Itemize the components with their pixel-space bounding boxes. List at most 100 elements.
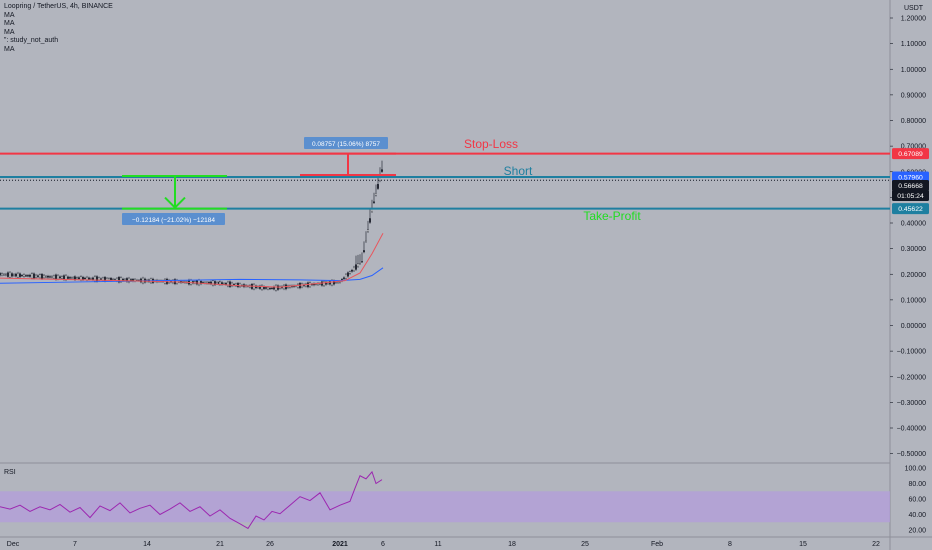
stop-measure-box (304, 137, 388, 149)
price-axis[interactable]: USDT 1.20000 1.10000 1.00000 0.90000 0.80000 0… (890, 5, 926, 458)
candle-body (361, 261, 363, 263)
price-tick-label: −0.10000 (897, 349, 926, 356)
time-axis-label: 15 (799, 541, 807, 548)
price-tick-label: 1.00000 (901, 67, 926, 74)
candle-body (63, 275, 65, 280)
indicator-ma-1[interactable]: MA (4, 11, 15, 19)
candle-body (112, 279, 114, 281)
candle-body (128, 277, 130, 283)
candle-body (225, 283, 227, 285)
candle-body (347, 272, 349, 277)
moving-average-blue (0, 267, 384, 284)
candle-body (51, 276, 53, 278)
stop-loss-price-tag-bg (892, 148, 929, 160)
candle-body (39, 274, 41, 278)
candle-body (15, 273, 17, 277)
price-tick-label: −0.50000 (897, 451, 926, 458)
entry-price-tag-bg (892, 171, 929, 183)
candle-body (57, 275, 59, 280)
candle-body (227, 281, 229, 287)
candle-body (61, 276, 63, 279)
countdown-tag: 01:05:24 (892, 189, 929, 201)
candle-body (229, 281, 231, 287)
candle-body (265, 287, 267, 289)
candle-body (94, 276, 96, 282)
time-axis-label: Dec (7, 541, 20, 548)
time-axis-label: 21 (216, 541, 224, 548)
moving-average-red (0, 233, 384, 288)
candle-body (315, 283, 317, 286)
candle-body (325, 281, 327, 285)
short-label[interactable]: Short (504, 164, 533, 178)
candle-body (214, 281, 216, 285)
candle-body (45, 276, 47, 278)
candle-body (84, 277, 86, 280)
price-tick-label: 1.20000 (901, 16, 926, 23)
candle-body (55, 274, 57, 280)
take-profit-price-tag-text: 0.45622 (898, 206, 923, 213)
candle-body (25, 275, 27, 277)
candle-body (11, 273, 13, 277)
indicator-ma-4[interactable]: MA (4, 45, 15, 53)
indicator-ma-3[interactable]: MA (4, 28, 15, 36)
candle-body (359, 263, 361, 265)
candle-body (345, 274, 347, 279)
candle-body (200, 281, 202, 284)
candle-body (17, 272, 19, 278)
stop-measure-text: 0.08757 (15.06%) 8757 (312, 141, 380, 148)
rsi-tick-label: 60.00 (908, 497, 926, 504)
rsi-line (0, 470, 383, 530)
entry-price-tag: 0.57960 (892, 171, 929, 183)
symbol-title[interactable]: Loopring / TetherUS, 4h, BINANCE (4, 3, 113, 10)
candle-body (37, 275, 39, 277)
candle-body (71, 277, 73, 279)
time-axis-label: Feb (651, 541, 663, 548)
candle-body (69, 277, 71, 279)
rsi-label[interactable]: RSI (4, 469, 16, 476)
currency-label: USDT (904, 5, 924, 12)
candle-body (100, 278, 102, 280)
take-profit-price-tag-bg (892, 203, 929, 215)
candle-body (19, 273, 21, 277)
candle-body (231, 282, 233, 287)
time-axis-label: 8 (728, 541, 732, 548)
candle-body (43, 275, 45, 278)
candle-body (27, 275, 29, 277)
price-tick-label: 0.70000 (901, 144, 926, 151)
candle-body (277, 285, 279, 290)
candle-body (5, 273, 7, 276)
profit-measure-box (122, 213, 225, 225)
candle-body (98, 277, 100, 281)
candle-body (29, 274, 31, 277)
candle-body (140, 278, 142, 283)
candle-body (216, 282, 218, 284)
time-axis-label: 22 (872, 541, 880, 548)
take-profit-label[interactable]: Take-Profit (583, 209, 641, 223)
rsi-tick-label: 100.00 (905, 466, 927, 473)
candle-body (21, 275, 23, 277)
time-axis-label: 11 (434, 541, 441, 548)
candle-body (323, 281, 325, 286)
time-axis-label: 26 (266, 541, 274, 548)
candle-body (3, 274, 5, 276)
candle-body (59, 276, 61, 279)
time-axis-label: 14 (143, 541, 151, 548)
take-profit-price-tag: 0.45622 (892, 203, 929, 215)
price-tick-label: 0.80000 (901, 118, 926, 125)
price-tick-label: 0.10000 (901, 297, 926, 304)
candle-body (118, 277, 120, 283)
indicator-ma-2[interactable]: MA (4, 20, 15, 27)
rsi-tick-label: 40.00 (908, 512, 926, 519)
candle-body (355, 264, 357, 270)
candle-body (104, 277, 106, 282)
chart-legend: Loopring / TetherUS, 4h, BINANCE MA MA M… (4, 3, 113, 54)
time-axis-label: 25 (581, 541, 589, 548)
candle-body (351, 269, 353, 272)
candle-body (74, 276, 76, 280)
stop-loss-label[interactable]: Stop-Loss (464, 137, 518, 151)
price-tick-label: −0.20000 (897, 374, 926, 381)
indicator-study-not-auth[interactable]: ”: study_not_auth (4, 37, 59, 44)
candle-body (363, 250, 365, 253)
arrow-down-icon (164, 196, 186, 210)
